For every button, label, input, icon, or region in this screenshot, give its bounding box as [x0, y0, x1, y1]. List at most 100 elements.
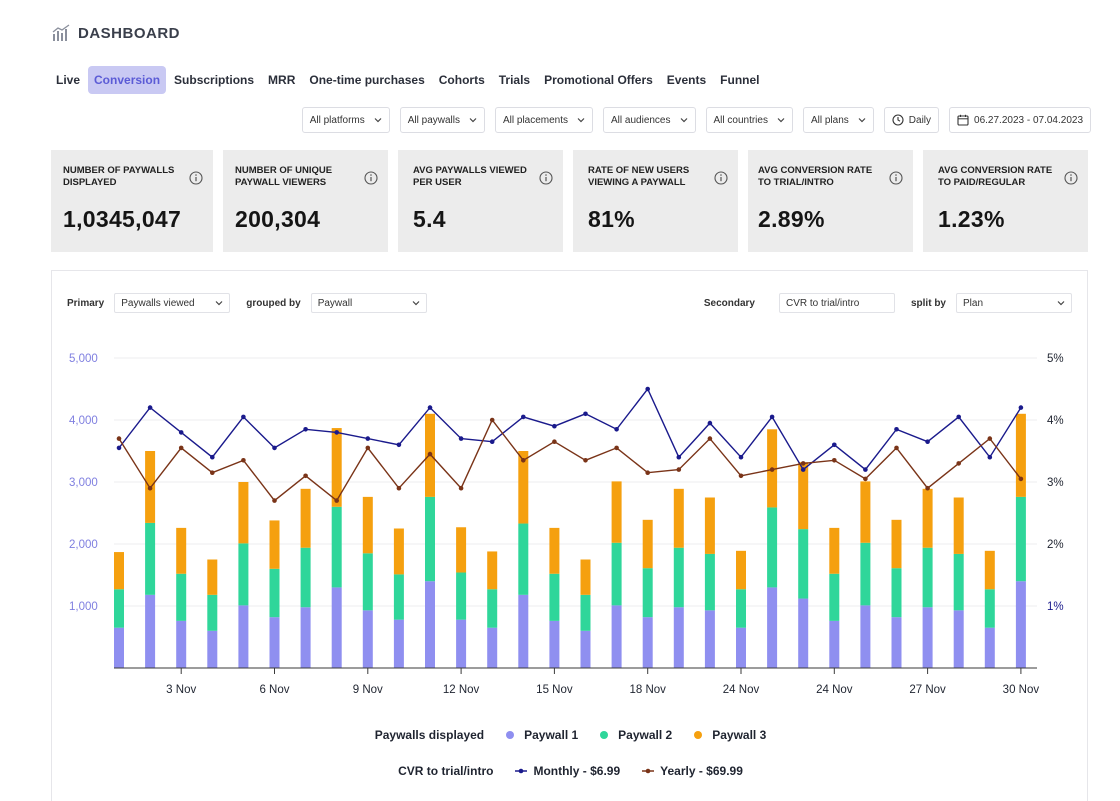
- line-yearly-point: [489, 417, 495, 423]
- tab-trials[interactable]: Trials: [498, 73, 531, 87]
- bar-paywall-2: [767, 507, 778, 588]
- x-tick-label: 24 Nov: [723, 684, 760, 696]
- granularity-filter-label: Daily: [908, 114, 932, 126]
- line-monthly-point: [521, 414, 526, 420]
- info-icon[interactable]: [364, 171, 378, 185]
- bar-paywall-3: [269, 520, 280, 569]
- tab-funnel[interactable]: Funnel: [720, 73, 760, 87]
- tab-live[interactable]: Live: [56, 73, 81, 87]
- bar-paywall-3: [456, 527, 467, 573]
- y-left-tick-label: 2,000: [69, 539, 98, 551]
- bar-paywall-1: [767, 587, 778, 668]
- chevron-down-icon: [412, 301, 420, 306]
- info-icon[interactable]: [889, 171, 903, 185]
- line-yearly-point: [800, 461, 806, 466]
- line-monthly-point: [645, 386, 650, 392]
- tab-one-time-purchases[interactable]: One-time purchases: [309, 73, 425, 87]
- audiences-filter[interactable]: All audiences: [603, 107, 696, 133]
- tab-mrr[interactable]: MRR: [268, 73, 296, 87]
- kpi-value: 1.23%: [938, 206, 1005, 232]
- bar-paywall-1: [549, 620, 560, 668]
- line-monthly-point: [1018, 405, 1024, 410]
- bar-paywall-2: [331, 506, 342, 588]
- bar-paywall-3: [829, 527, 840, 574]
- kpi-value: 5.4: [413, 206, 446, 232]
- legend-item-paywall-1[interactable]: Paywall 1: [506, 728, 578, 742]
- tab-cohorts[interactable]: Cohorts: [438, 73, 485, 87]
- y-left-tick-label: 1,000: [69, 601, 98, 613]
- group-by-select[interactable]: Paywall: [310, 293, 427, 313]
- bar-paywall-1: [393, 619, 404, 668]
- kpi-value: 1,0345,047: [63, 206, 182, 232]
- paywalls-filter[interactable]: All paywalls: [399, 107, 485, 133]
- bar-paywall-3: [673, 488, 684, 548]
- split-by-label: split by: [910, 297, 946, 309]
- granularity-filter[interactable]: Daily: [883, 107, 940, 133]
- bar-paywall-1: [300, 607, 311, 668]
- line-monthly-point: [738, 454, 744, 460]
- x-tick-label: 18 Nov: [629, 684, 666, 696]
- line-yearly-point: [303, 473, 308, 479]
- info-icon[interactable]: [1064, 171, 1078, 185]
- info-icon[interactable]: [189, 171, 203, 185]
- bar-paywall-2: [114, 589, 124, 628]
- bar-paywall-3: [549, 527, 560, 574]
- split-by-select[interactable]: Plan: [956, 293, 1072, 313]
- legend-line-swatch: [515, 768, 528, 774]
- bar-paywall-2: [145, 522, 156, 595]
- x-tick-label: 27 Nov: [909, 684, 946, 696]
- chevron-down-icon: [777, 118, 785, 123]
- legend-item-paywall-2[interactable]: Paywall 2: [600, 728, 672, 742]
- tab-subscriptions[interactable]: Subscriptions: [174, 73, 255, 87]
- y-right-tick-label: 2%: [1047, 539, 1064, 551]
- primary-metric-select[interactable]: Paywalls viewed: [114, 293, 231, 313]
- line-monthly-point: [210, 454, 215, 460]
- line-monthly-point: [303, 427, 308, 432]
- line-monthly-point: [489, 439, 495, 444]
- x-tick-label: 3 Nov: [166, 684, 196, 696]
- tab-promotional-offers[interactable]: Promotional Offers: [544, 73, 653, 87]
- bar-paywall-2: [611, 542, 622, 606]
- date-range-picker[interactable]: 06.27.2023 - 07.04.2023: [949, 107, 1091, 133]
- info-icon[interactable]: [714, 171, 728, 185]
- line-yearly-point: [925, 485, 930, 491]
- kpi-row: NUMBER OF PAYWALLS DISPLAYED 1,0345,047 …: [51, 150, 1088, 252]
- secondary-metric-value: CVR to trial/intro: [785, 297, 860, 309]
- chevron-down-icon: [469, 118, 477, 123]
- legend-label: Paywall 1: [524, 728, 579, 742]
- split-by-value: Plan: [963, 297, 984, 309]
- bar-paywall-2: [456, 572, 467, 620]
- bar-paywall-2: [238, 543, 249, 606]
- chart-controls-secondary: Secondary CVR to trial/intro split by Pl…: [704, 293, 1072, 313]
- tab-conversion[interactable]: Conversion: [88, 66, 167, 94]
- bar-paywall-1: [362, 610, 373, 668]
- y-right-tick-label: 1%: [1047, 601, 1064, 613]
- bar-paywall-2: [642, 568, 653, 618]
- legend-label: Yearly - $69.99: [660, 764, 743, 778]
- plans-filter[interactable]: All plans: [802, 107, 874, 133]
- y-right-tick-label: 3%: [1047, 477, 1064, 489]
- lines-legend-title: CVR to trial/intro: [398, 764, 494, 778]
- line-yearly-point: [116, 436, 122, 441]
- bar-paywall-3: [393, 528, 404, 575]
- bar-paywall-3: [176, 527, 187, 574]
- bar-paywall-2: [518, 523, 529, 595]
- bar-paywall-2: [549, 573, 560, 621]
- secondary-metric-select[interactable]: CVR to trial/intro: [778, 293, 895, 313]
- chevron-down-icon: [680, 118, 687, 123]
- legend-item-yearly[interactable]: Yearly - $69.99: [642, 764, 743, 778]
- legend-item-paywall-3[interactable]: Paywall 3: [694, 728, 766, 742]
- legend-label: Paywall 3: [712, 728, 767, 742]
- placements-filter[interactable]: All placements: [494, 107, 594, 133]
- bar-paywall-1: [953, 610, 964, 668]
- calendar-icon: [957, 114, 969, 126]
- platforms-filter[interactable]: All platforms: [301, 107, 390, 133]
- line-monthly-point: [614, 427, 619, 432]
- countries-filter[interactable]: All countries: [705, 107, 793, 133]
- line-yearly-point: [894, 445, 899, 451]
- legend-item-monthly[interactable]: Monthly - $6.99: [515, 764, 620, 778]
- line-yearly-point: [147, 485, 153, 491]
- info-icon[interactable]: [539, 171, 553, 185]
- tab-events[interactable]: Events: [666, 73, 707, 87]
- bar-paywall-1: [518, 594, 529, 668]
